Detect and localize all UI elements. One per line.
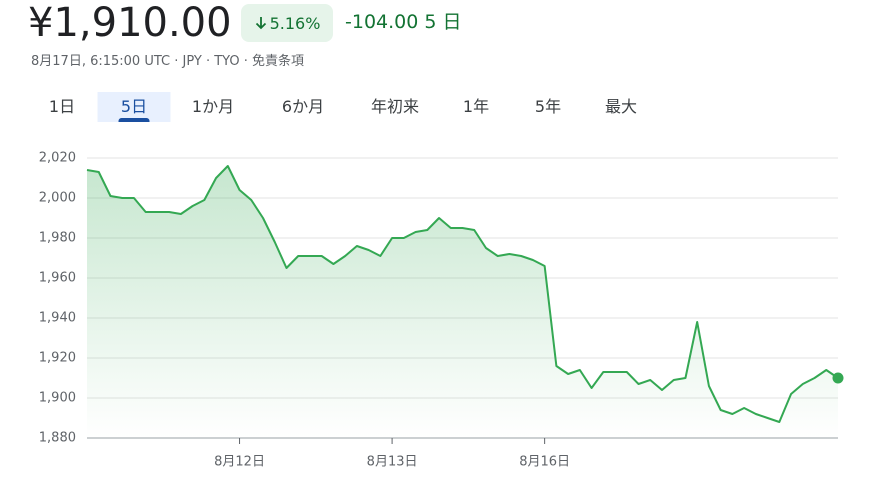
change-badge: 5.16% — [241, 4, 333, 42]
tab[interactable]: 6か月 — [281, 97, 325, 116]
area — [87, 166, 838, 438]
tab[interactable]: 1年 — [462, 97, 490, 116]
change-value: -104.00 — [345, 11, 419, 33]
change-percent: 5.16% — [269, 13, 321, 33]
x-tick-label: 8月16日 — [519, 455, 570, 470]
down-arrow — [255, 17, 266, 30]
change-period: 5 日 — [424, 11, 462, 33]
tab[interactable]: 5日 — [97, 92, 171, 122]
tab[interactable]: 最大 — [604, 97, 638, 116]
change: -104.00 5 日 — [345, 8, 462, 36]
price-line — [86, 165, 839, 423]
y-tick-label: 1,880 — [39, 431, 76, 446]
price: ¥1,910.00 — [28, 0, 232, 46]
y-tick-label: 2,020 — [39, 151, 76, 166]
tab[interactable]: 5年 — [534, 97, 562, 116]
y-tick-label: 1,960 — [39, 271, 76, 286]
y-tick-label: 1,900 — [39, 391, 76, 406]
y-tick-label: 1,980 — [39, 231, 76, 246]
y-tick-label: 1,920 — [39, 351, 76, 366]
y-tick-label: 2,000 — [39, 191, 76, 206]
tab[interactable]: 年初来 — [370, 97, 420, 116]
subtitle: 8月17日, 6:15:00 UTC · JPY · TYO · 免責条項 — [31, 54, 305, 69]
y-tick-label: 1,940 — [39, 311, 76, 326]
x-tick-label: 8月13日 — [367, 455, 418, 470]
x-tick-label: 8月12日 — [214, 455, 265, 470]
tab[interactable]: 1日 — [48, 97, 76, 116]
tab[interactable]: 1か月 — [191, 97, 235, 116]
last-point — [832, 372, 844, 384]
